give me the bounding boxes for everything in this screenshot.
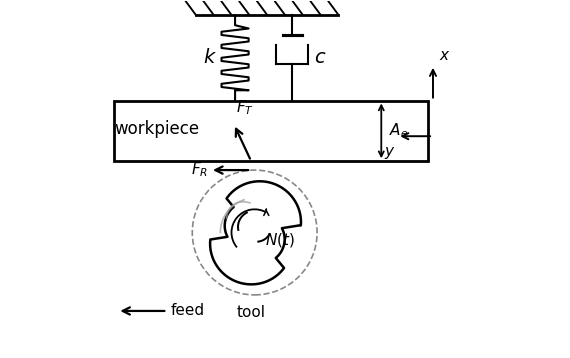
Polygon shape: [210, 181, 301, 284]
Text: $N(t)$: $N(t)$: [266, 231, 295, 248]
Text: $A_e$: $A_e$: [389, 121, 409, 140]
Text: tool: tool: [237, 305, 266, 320]
Text: $y$: $y$: [384, 145, 396, 161]
Text: workpiece: workpiece: [114, 120, 199, 138]
Bar: [114, 101, 428, 161]
Bar: [114, 101, 428, 161]
Text: $F_R$: $F_R$: [191, 161, 208, 179]
Text: feed: feed: [171, 304, 205, 319]
Text: $F_T$: $F_T$: [235, 98, 254, 117]
Text: $k$: $k$: [203, 48, 217, 67]
Text: $x$: $x$: [439, 48, 451, 63]
Text: $c$: $c$: [315, 48, 327, 67]
